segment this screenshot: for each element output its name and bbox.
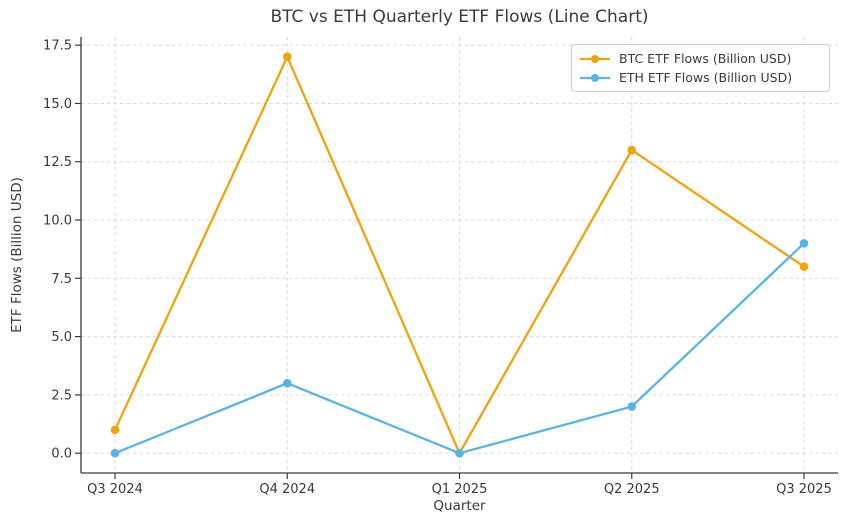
y-tick-label: 7.5	[51, 272, 72, 287]
chart-title: BTC vs ETH Quarterly ETF Flows (Line Cha…	[270, 7, 649, 27]
y-tick-label: 17.5	[43, 39, 72, 54]
x-tick-label: Q3 2024	[87, 482, 143, 497]
y-tick-label: 15.0	[43, 97, 72, 112]
legend-label-eth: ETH ETF Flows (Billion USD)	[619, 70, 793, 85]
data-point-marker	[455, 448, 464, 458]
data-point-marker	[627, 145, 637, 155]
y-tick-label: 0.0	[51, 447, 72, 462]
data-point-marker	[799, 262, 809, 271]
data-point-marker	[110, 425, 120, 435]
x-tick-label: Q4 2024	[259, 482, 315, 497]
eth-line-sample-icon	[580, 73, 610, 82]
data-point-marker	[799, 239, 809, 248]
x-tick-label: Q3 2025	[776, 482, 832, 497]
x-tick-label: Q2 2025	[604, 482, 660, 497]
x-axis-title: Quarter	[433, 498, 486, 514]
x-tick-label: Q1 2025	[432, 482, 488, 497]
y-tick-label: 5.0	[51, 330, 72, 345]
data-point-marker	[110, 448, 120, 458]
data-point-marker	[282, 52, 292, 62]
legend-entry-eth: ETH ETF Flows (Billion USD)	[579, 70, 822, 85]
y-tick-label: 2.5	[51, 388, 72, 403]
legend-label-btc: BTC ETF Flows (Billion USD)	[619, 51, 792, 66]
y-tick-label: 12.5	[43, 155, 72, 170]
y-axis-title: ETF Flows (Billion USD)	[9, 177, 25, 333]
y-tick-label: 10.0	[43, 214, 72, 229]
data-point-marker	[282, 378, 292, 388]
legend-box: BTC ETF Flows (Billion USD) ETH ETF Flow…	[571, 44, 830, 92]
data-point-marker	[627, 402, 637, 411]
legend-entry-btc: BTC ETF Flows (Billion USD)	[579, 51, 822, 66]
btc-line-sample-icon	[580, 54, 610, 63]
